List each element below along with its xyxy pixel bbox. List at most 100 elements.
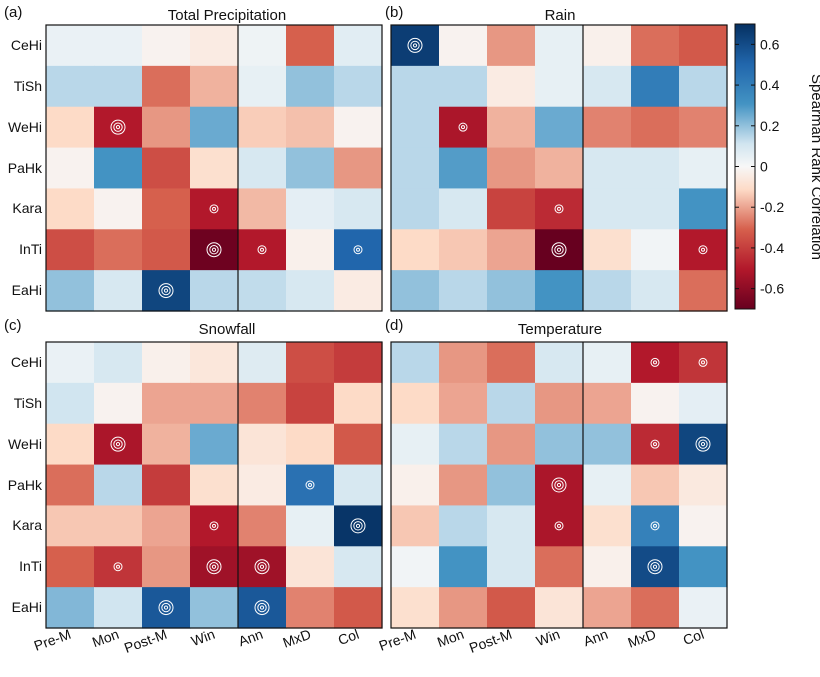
row-label: Kara [12,200,42,216]
significance-marker [259,605,265,610]
heatmap-cell [583,382,632,425]
significance-marker [260,247,264,252]
heatmap-cell [190,229,239,271]
column-label: MxD [626,626,659,651]
heatmap-cell [142,270,191,312]
significance-marker [650,521,660,531]
heatmap-cell [631,423,680,466]
heatmap-cell [94,147,143,190]
heatmap-cell [391,147,440,190]
heatmap-cell [238,147,287,190]
significance-marker [305,480,315,490]
heatmap-cell [142,65,191,108]
heatmap-cell [94,65,143,108]
heatmap-cell [190,587,239,629]
significance-marker [257,602,267,613]
heatmap-cell [631,342,680,384]
heatmap-cell [583,464,632,507]
significance-marker [698,357,708,367]
heatmap-cell [631,106,680,149]
heatmap-cell [487,270,536,312]
significance-marker [113,439,123,449]
column-label: Pre-M [377,626,418,654]
row-label: EaHi [12,599,42,615]
heatmap-cell [46,229,95,271]
heatmap-cell [535,382,584,425]
significance-marker [650,357,660,367]
colorbar-tick-label: 0.2 [760,118,780,134]
heatmap-cell [535,229,584,271]
panel-snowfall: (c) Snowfall [4,317,383,629]
heatmap-cell [94,106,143,149]
heatmap-cell [94,505,143,547]
heatmap-cell [190,423,239,466]
significance-marker [554,245,564,255]
panel-a-cells [46,25,383,312]
significance-marker [209,204,219,214]
heatmap-cell [94,464,143,507]
heatmap-cell [583,270,632,312]
significance-marker [115,125,121,130]
heatmap-cell [238,106,287,149]
heatmap-cell [487,65,536,108]
heatmap-cell [238,229,287,271]
heatmap-cell [46,147,95,190]
significance-marker [163,288,169,293]
significance-marker [650,562,660,572]
heatmap-cell [190,106,239,149]
heatmap-cell [535,587,584,629]
heatmap-cell [487,423,536,466]
heatmap-cell [631,188,680,230]
panel-c-letter: (c) [4,317,22,334]
heatmap-cell [583,188,632,230]
heatmap-cell [190,505,239,547]
heatmap-cell [286,147,335,190]
colorbar-ticks: -0.6 -0.4 -0.2 0 0.2 0.4 0.6 [735,36,784,297]
heatmap-cell [631,25,680,67]
heatmap-cell [535,65,584,108]
significance-marker [257,245,267,255]
heatmap-cell [46,505,95,547]
heatmap-cell [286,106,335,149]
heatmap-cell [94,229,143,271]
significance-marker [353,521,363,531]
significance-marker [355,523,361,528]
significance-marker [458,122,468,132]
heatmap-cell [190,25,239,67]
heatmap-cell [334,65,383,108]
heatmap-cell [487,229,536,271]
column-label: Mon [90,626,121,650]
heatmap-cell [142,147,191,190]
significance-marker [701,247,705,252]
heatmap-cell [535,423,584,466]
colorbar-tick-label: 0.4 [760,77,780,93]
heatmap-cell [535,270,584,312]
heatmap-cell [487,147,536,190]
heatmap-cell [583,147,632,190]
heatmap-cell [334,587,383,629]
heatmap-cell [679,229,728,271]
panel-b-cells [391,25,728,312]
panel-d-letter: (d) [385,317,403,334]
significance-marker [551,477,567,493]
heatmap-cell [391,270,440,312]
heatmap-cell [142,188,191,230]
significance-marker [110,119,126,135]
heatmap-cell [391,25,440,67]
row-label: WeHi [8,436,42,452]
heatmap-cell [439,505,488,547]
significance-marker [257,562,267,572]
heatmap-cell [334,147,383,190]
row-label: Kara [12,517,42,533]
heatmap-cell [238,382,287,425]
heatmap-cell [238,505,287,547]
heatmap-cell [391,587,440,629]
significance-marker [206,559,222,575]
heatmap-cell [46,25,95,67]
significance-marker [209,245,219,255]
column-label: Col [336,626,361,648]
heatmap-cell [334,25,383,67]
significance-marker [161,602,171,613]
column-label: Post-M [122,626,169,656]
heatmap-cell [679,382,728,425]
